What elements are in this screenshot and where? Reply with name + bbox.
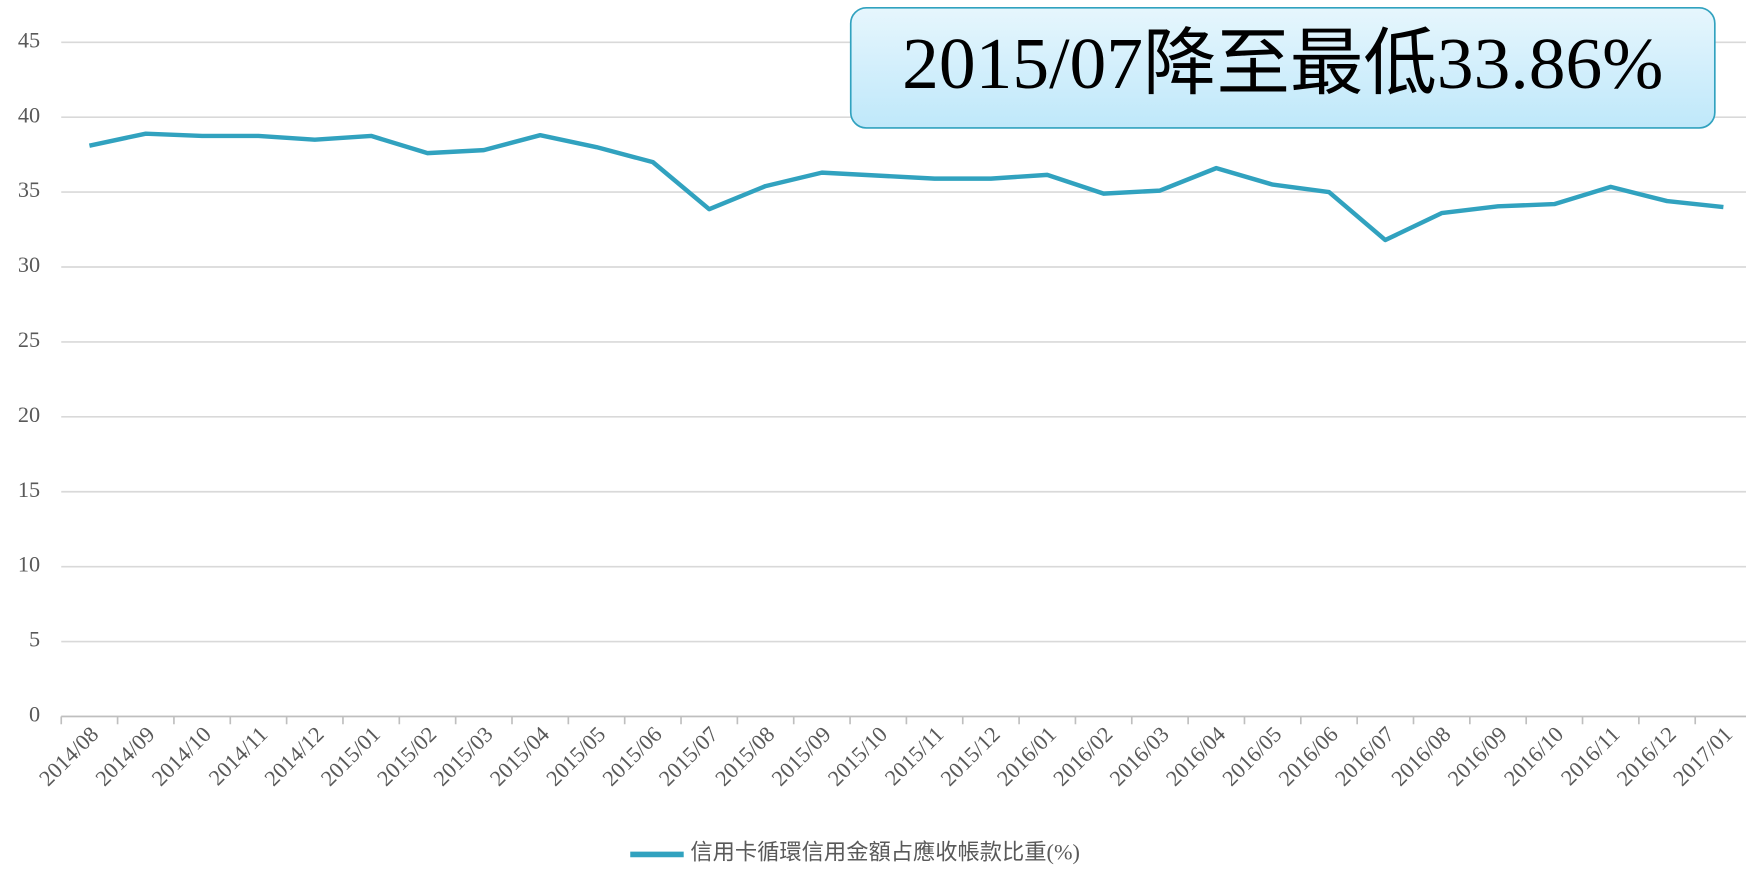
annotation-box <box>849 6 1716 129</box>
line-series <box>88 131 1724 243</box>
x-tick-label: 2016/07 <box>1330 722 1399 791</box>
x-tick-label: 2015/05 <box>541 722 610 791</box>
x-tick-label: 2014/10 <box>147 722 216 791</box>
y-tick-label: 10 <box>18 552 40 577</box>
x-tick-label: 2015/12 <box>935 722 1004 791</box>
x-tick-label: 2015/01 <box>316 722 385 791</box>
y-tick-label: 45 <box>18 27 40 52</box>
x-tick-label: 2014/11 <box>204 722 273 791</box>
annotation: 2015/07降至最低33.86% <box>902 23 1663 104</box>
x-tick-label: 2015/09 <box>766 722 835 791</box>
x-tick-label: 2015/02 <box>372 722 441 791</box>
x-tick-label: 2014/09 <box>90 722 159 791</box>
x-tick-label: 2014/08 <box>34 722 103 791</box>
y-tick-label: 20 <box>18 402 40 427</box>
y-tick-label: 15 <box>18 477 40 502</box>
y-tick-label: 40 <box>18 102 40 127</box>
x-tick-label: 2016/05 <box>1217 722 1286 791</box>
x-tick-label: 2015/03 <box>428 722 497 791</box>
x-tick-label: 2016/10 <box>1499 722 1568 791</box>
y-tick-label: 5 <box>29 627 40 652</box>
x-tick-label: 2015/10 <box>823 722 892 791</box>
x-tick-label: 2016/11 <box>1556 722 1625 791</box>
x-tick-label: 2016/03 <box>1105 722 1174 791</box>
x-tick-label: 2016/12 <box>1612 722 1681 791</box>
legend-label: 信用卡循環信用金額占應收帳款比重(%) <box>690 840 1080 865</box>
x-tick-label: 2016/02 <box>1048 722 1117 791</box>
plot-area: 0510152025303540452014/082014/092014/102… <box>18 27 1746 865</box>
y-tick-label: 0 <box>29 702 40 727</box>
x-tick-label: 2016/08 <box>1386 722 1455 791</box>
x-tick-label: 2016/04 <box>1161 722 1230 791</box>
y-tick-label: 35 <box>18 177 40 202</box>
x-tick-label: 2015/04 <box>485 722 554 791</box>
x-tick-label: 2015/07 <box>654 722 723 791</box>
x-tick-label: 2016/09 <box>1443 722 1512 791</box>
x-tick-label: 2016/01 <box>992 722 1061 791</box>
x-tick-label: 2015/06 <box>597 722 666 791</box>
y-tick-label: 25 <box>18 327 40 352</box>
y-tick-label: 30 <box>18 252 40 277</box>
x-tick-label: 2015/11 <box>880 722 949 791</box>
x-tick-label: 2014/12 <box>259 722 328 791</box>
x-tick-label: 2016/06 <box>1274 722 1343 791</box>
x-tick-label: 2015/08 <box>710 722 779 791</box>
x-tick-label: 2017/01 <box>1668 722 1737 791</box>
